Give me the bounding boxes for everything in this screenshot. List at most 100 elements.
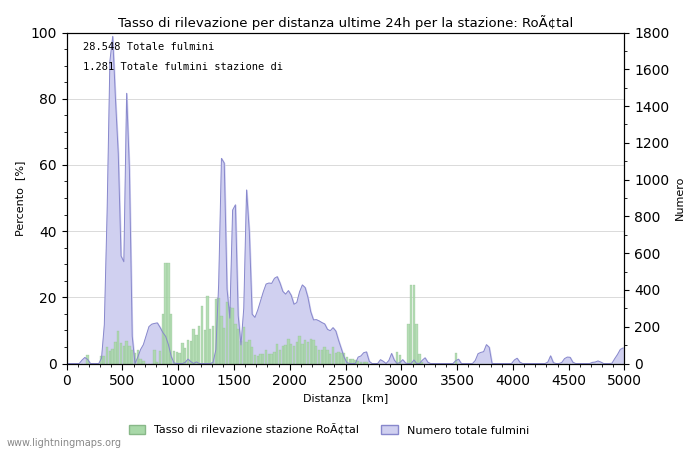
Bar — [212, 326, 214, 364]
Bar — [298, 336, 301, 364]
Bar — [284, 345, 287, 364]
Y-axis label: Numero: Numero — [675, 176, 685, 220]
Bar — [100, 356, 103, 364]
Bar — [273, 351, 276, 364]
Bar — [265, 351, 267, 364]
Bar — [262, 354, 265, 364]
Bar — [410, 284, 412, 364]
Bar — [248, 340, 251, 364]
Bar — [201, 306, 203, 364]
Y-axis label: Percento  [%]: Percento [%] — [15, 160, 25, 236]
Bar — [279, 350, 281, 364]
Bar — [103, 356, 106, 364]
Bar — [195, 335, 197, 364]
Bar — [354, 360, 356, 364]
Bar — [131, 350, 134, 364]
Bar — [134, 352, 136, 364]
Bar — [184, 348, 186, 364]
Bar — [312, 340, 315, 364]
Bar — [399, 355, 401, 364]
Title: Tasso di rilevazione per distanza ultime 24h per la stazione: RoÃ¢tal: Tasso di rilevazione per distanza ultime… — [118, 15, 573, 30]
Bar — [246, 342, 248, 364]
Text: www.lightningmaps.org: www.lightningmaps.org — [7, 438, 122, 448]
Bar — [363, 362, 365, 364]
Bar — [295, 342, 298, 364]
Bar — [142, 360, 144, 364]
Bar — [136, 350, 139, 364]
Bar — [416, 324, 418, 364]
Bar — [234, 324, 237, 364]
Bar — [204, 329, 206, 364]
Bar — [335, 353, 337, 364]
Bar — [86, 356, 89, 364]
Bar — [178, 353, 181, 364]
Bar — [256, 356, 259, 364]
Bar — [232, 308, 234, 364]
Bar — [128, 346, 131, 364]
Bar — [215, 299, 217, 364]
Bar — [240, 342, 242, 364]
Bar — [357, 361, 359, 364]
Bar — [323, 347, 326, 364]
Bar — [421, 362, 424, 364]
Bar — [156, 362, 158, 364]
Bar — [193, 329, 195, 364]
Bar — [209, 329, 211, 364]
Bar — [318, 350, 321, 364]
Bar — [153, 350, 155, 364]
Bar — [321, 350, 323, 364]
Bar — [281, 346, 284, 364]
Bar — [340, 353, 342, 364]
Bar — [259, 354, 262, 364]
Bar — [329, 354, 331, 364]
Bar — [223, 328, 225, 364]
Bar — [159, 351, 161, 364]
Bar — [287, 339, 290, 364]
Bar — [419, 354, 421, 364]
Bar — [173, 351, 175, 364]
Bar — [167, 263, 169, 364]
Text: 28.548 Totale fulmini: 28.548 Totale fulmini — [83, 42, 215, 53]
Bar — [307, 342, 309, 364]
Bar — [106, 347, 108, 364]
Bar — [162, 314, 164, 364]
Bar — [343, 353, 345, 364]
Bar — [125, 341, 128, 364]
Bar — [315, 346, 318, 364]
Bar — [276, 344, 279, 364]
Bar — [181, 343, 183, 364]
Bar — [176, 352, 178, 364]
Bar — [170, 314, 172, 364]
Bar — [218, 298, 220, 364]
Bar — [117, 331, 120, 364]
Bar — [114, 342, 117, 364]
Bar — [190, 341, 192, 364]
Bar — [139, 359, 141, 364]
Bar — [454, 354, 457, 364]
Text: 1.281 Totale fulmini stazione di: 1.281 Totale fulmini stazione di — [83, 62, 284, 72]
Bar — [237, 328, 239, 364]
Bar — [301, 344, 304, 364]
Bar — [346, 357, 348, 364]
Bar — [251, 346, 253, 364]
Bar — [326, 350, 328, 364]
Bar — [337, 352, 340, 364]
Bar — [396, 352, 398, 364]
Bar — [187, 340, 189, 364]
Bar — [351, 359, 354, 364]
Bar — [365, 362, 368, 364]
Bar — [108, 351, 111, 364]
Bar — [270, 354, 273, 364]
Bar — [122, 346, 125, 364]
Bar — [309, 338, 312, 364]
Bar — [226, 302, 228, 364]
Bar — [413, 284, 415, 364]
X-axis label: Distanza   [km]: Distanza [km] — [303, 393, 389, 404]
Bar — [243, 327, 245, 364]
Bar — [111, 349, 114, 364]
Bar — [290, 344, 293, 364]
Bar — [407, 324, 410, 364]
Bar — [120, 343, 122, 364]
Bar — [229, 307, 231, 364]
Bar — [332, 347, 334, 364]
